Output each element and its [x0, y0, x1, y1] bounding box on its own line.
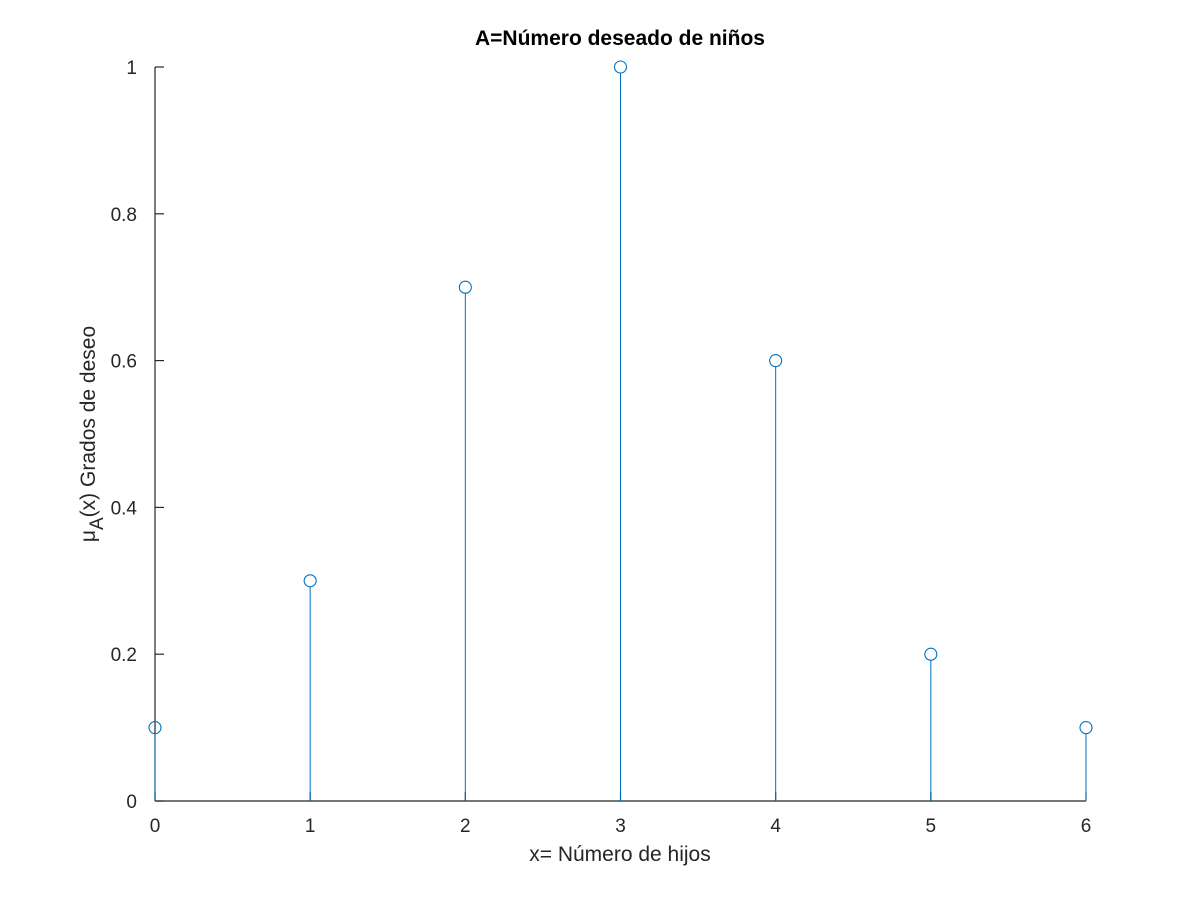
- stem-marker: [613, 60, 628, 74]
- x-tick-label: 0: [150, 816, 161, 837]
- chart-title: A=Número deseado de niños: [475, 27, 765, 50]
- y-axis-label: μA(x) Grados de deseo: [77, 326, 108, 542]
- y-tick-label: 0.8: [111, 205, 137, 226]
- y-tick-label: 0: [126, 792, 137, 813]
- stem-series: [148, 60, 1093, 801]
- stem-marker: [1079, 721, 1093, 735]
- stem-marker: [924, 647, 938, 661]
- x-tick-label: 1: [305, 816, 316, 837]
- stem-marker: [303, 574, 317, 588]
- x-tick-label: 3: [615, 816, 626, 837]
- y-tick-label: 0.6: [111, 352, 137, 373]
- x-axis-label: x= Número de hijos: [529, 843, 711, 866]
- y-tick-label: 0.2: [111, 645, 137, 666]
- stem-marker: [148, 721, 162, 735]
- x-tick-label: 6: [1081, 816, 1092, 837]
- x-tick-label: 5: [926, 816, 937, 837]
- x-tick-label: 4: [770, 816, 781, 837]
- stem-marker: [458, 280, 472, 294]
- y-tick-label: 0.4: [111, 498, 138, 519]
- x-tick-label: 2: [460, 816, 471, 837]
- y-axis-label-rest: (x) Grados de deseo: [77, 326, 100, 517]
- y-axis-label-mu: μ: [77, 530, 100, 542]
- y-tick-label: 1: [126, 58, 137, 79]
- y-axis-label-subscript: A: [87, 517, 108, 530]
- stem-marker: [769, 354, 783, 368]
- axis-ticks: 0 1 2 3 4 5 6 0 0.2 0.4 0.6 0.8 1: [111, 58, 1092, 837]
